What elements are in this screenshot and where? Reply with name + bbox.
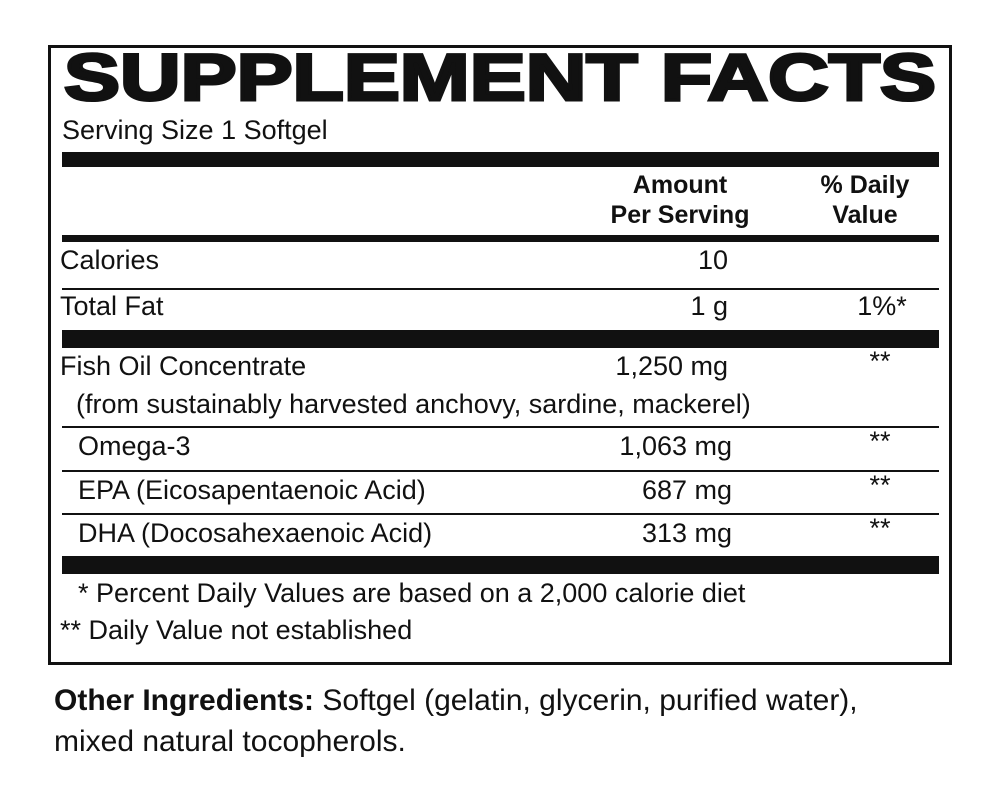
row-amount: 313 mg: [641, 518, 732, 548]
row-daily: 1%*: [857, 291, 907, 321]
title-svg: SUPPLEMENT FACTS: [63, 48, 938, 108]
other-ingredients-text: Softgel (gelatin, glycerin, purified wat…: [54, 684, 858, 758]
row-line: [62, 470, 939, 472]
row-daily: **: [869, 470, 891, 500]
row-daily: **: [869, 346, 891, 376]
daily-header: % Daily Value: [805, 170, 925, 230]
amount-header: Amount Per Serving: [580, 170, 780, 230]
header-line: Per Serving: [610, 201, 750, 229]
divider: [62, 152, 939, 167]
divider: [62, 330, 939, 348]
other-ingredients: Other Ingredients: Softgel (gelatin, gly…: [54, 680, 884, 762]
row-note: (from sustainably harvested anchovy, sar…: [76, 389, 751, 419]
row-line: [62, 426, 939, 428]
header-line: Value: [832, 201, 898, 229]
footnote: * Percent Daily Values are based on a 2,…: [78, 578, 746, 608]
row-name: Total Fat: [60, 291, 164, 321]
title: SUPPLEMENT FACTS: [64, 48, 936, 108]
row-line: [62, 288, 939, 290]
row-name: Calories: [60, 245, 160, 275]
row-amount: 687 mg: [641, 475, 732, 505]
row-line: [62, 513, 939, 515]
row-name: Omega-3: [78, 431, 191, 461]
row-amount: 1 g: [690, 291, 728, 321]
header-line: Amount: [632, 171, 728, 199]
footnote: ** Daily Value not established: [60, 615, 413, 645]
label-border: [48, 45, 952, 665]
serving-size: Serving Size 1 Softgel: [62, 115, 328, 145]
header-line: % Daily: [820, 171, 910, 199]
row-name: EPA (Eicosapentaenoic Acid): [78, 475, 426, 505]
row-name: DHA (Docosahexaenoic Acid): [78, 518, 433, 548]
other-ingredients-label: Other Ingredients:: [54, 684, 315, 717]
row-daily: **: [869, 426, 891, 456]
divider: [62, 556, 939, 574]
row-amount: 1,063 mg: [619, 431, 732, 461]
divider: [62, 235, 939, 242]
row-daily: **: [869, 513, 891, 543]
row-name: Fish Oil Concentrate: [60, 351, 307, 381]
row-amount: 10: [697, 245, 728, 275]
row-amount: 1,250 mg: [615, 351, 728, 381]
